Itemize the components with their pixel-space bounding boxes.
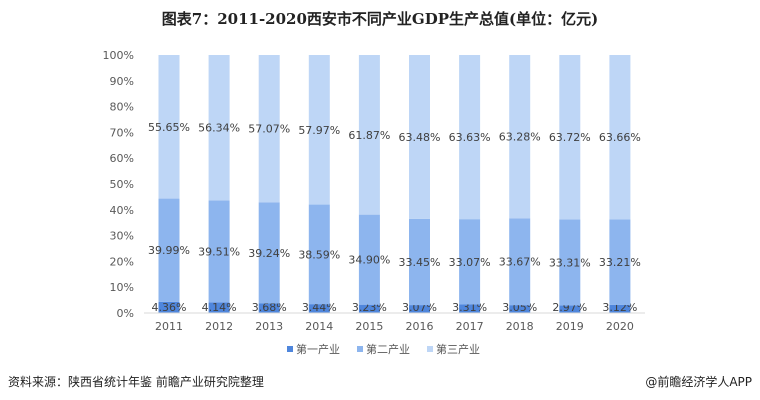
x-tick-label: 2011: [155, 320, 183, 333]
y-tick-label: 80%: [110, 101, 134, 114]
x-tick-label: 2017: [456, 320, 484, 333]
bar-segment: [208, 55, 230, 201]
bar-segment: [208, 302, 230, 313]
legend-label: 第三产业: [436, 342, 480, 356]
legend-swatch: [427, 346, 433, 352]
data-label: 39.24%: [248, 247, 290, 260]
x-tick-label: 2016: [406, 320, 434, 333]
y-tick-label: 10%: [110, 281, 134, 294]
bar-segment: [559, 219, 581, 306]
data-label: 33.31%: [549, 256, 591, 269]
bar-segment: [559, 305, 581, 313]
data-label: 63.28%: [499, 131, 541, 144]
x-tick-label: 2020: [606, 320, 634, 333]
bar-segment: [459, 219, 481, 305]
bar-segment: [158, 55, 180, 199]
chart-title: 图表7：2011-2020西安市不同产业GDP生产总值(单位：亿元): [161, 10, 599, 28]
x-tick-label: 2018: [506, 320, 534, 333]
data-label: 57.97%: [298, 124, 340, 137]
bar-segment: [308, 304, 330, 313]
legend-swatch: [287, 346, 293, 352]
data-label: 61.87%: [348, 129, 390, 142]
bar-segment: [409, 218, 430, 306]
y-tick-label: 20%: [110, 255, 134, 268]
legend-label: 第一产业: [296, 342, 340, 356]
data-label: 33.45%: [399, 256, 441, 269]
bar-segment: [509, 305, 531, 313]
bar-segment: [609, 304, 631, 313]
bar-segment: [358, 214, 380, 305]
data-label: 34.90%: [348, 254, 390, 267]
source-note: 资料来源：陕西省统计年鉴 前瞻产业研究院整理: [8, 375, 264, 389]
data-label: 4.36%: [152, 301, 187, 314]
bar-segment: [158, 198, 180, 302]
data-label: 56.34%: [198, 122, 240, 135]
bar-segment: [358, 304, 380, 313]
y-tick-label: 30%: [110, 230, 134, 243]
y-tick-label: 60%: [110, 152, 134, 165]
bar-segment: [609, 55, 631, 220]
y-tick-label: 50%: [110, 178, 134, 191]
bar-segment: [559, 55, 581, 220]
data-label: 4.14%: [202, 301, 237, 314]
data-label: 33.21%: [599, 256, 641, 269]
bar-segment: [308, 55, 330, 205]
x-tick-label: 2014: [305, 320, 333, 333]
data-label: 39.99%: [148, 244, 190, 257]
x-tick-label: 2015: [355, 320, 383, 333]
data-label: 63.66%: [599, 131, 641, 144]
bar-segment: [509, 218, 531, 306]
data-label: 63.63%: [449, 131, 491, 144]
bar-segment: [158, 301, 180, 313]
data-label: 38.59%: [298, 248, 340, 261]
y-tick-label: 90%: [110, 75, 134, 88]
bar-segment: [409, 55, 430, 219]
x-tick-label: 2019: [556, 320, 584, 333]
bar-segment: [208, 200, 230, 303]
data-label: 57.07%: [248, 123, 290, 136]
bar-segment: [258, 202, 280, 304]
legend-label: 第二产业: [366, 342, 410, 356]
x-tick-label: 2013: [255, 320, 283, 333]
data-label: 33.07%: [449, 256, 491, 269]
data-label: 55.65%: [148, 121, 190, 134]
data-label: 63.48%: [399, 131, 441, 144]
bar-segment: [258, 303, 280, 313]
y-tick-label: 40%: [110, 204, 134, 217]
bar-segment: [459, 55, 481, 220]
legend-swatch: [357, 346, 363, 352]
bar-segment: [409, 305, 430, 313]
bar-segment: [308, 204, 330, 305]
data-label: 63.72%: [549, 131, 591, 144]
data-label: 33.67%: [499, 256, 541, 269]
y-tick-label: 70%: [110, 126, 134, 139]
bar-segment: [509, 55, 531, 219]
y-tick-label: 100%: [103, 49, 134, 62]
y-tick-label: 0%: [117, 307, 134, 320]
data-label: 3.44%: [302, 301, 337, 314]
bar-segment: [459, 304, 481, 313]
brand-label: @前瞻经济学人APP: [645, 375, 752, 389]
bar-segment: [609, 219, 631, 305]
data-label: 3.68%: [252, 301, 287, 314]
bar-segment: [358, 55, 380, 215]
data-label: 39.51%: [198, 245, 240, 258]
x-tick-label: 2012: [205, 320, 233, 333]
bar-segment: [258, 55, 280, 203]
